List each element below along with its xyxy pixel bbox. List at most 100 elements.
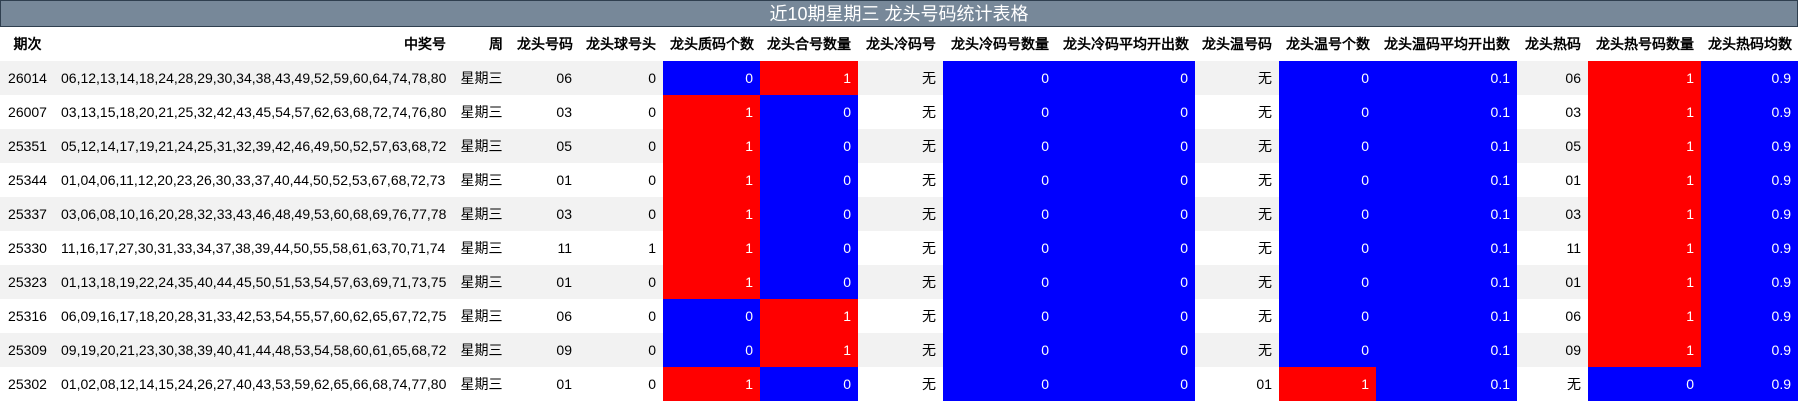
table-cell: 25330 — [0, 231, 55, 265]
table-cell: 星期三 — [453, 129, 510, 163]
column-header: 龙头温号码 — [1202, 36, 1272, 52]
table-cell: 星期三 — [453, 197, 510, 231]
table-cell: 0 — [760, 367, 858, 401]
table-cell: 0.1 — [1376, 95, 1517, 129]
table-cell: 0 — [1279, 333, 1376, 367]
table-cell: 0 — [663, 333, 760, 367]
table-row: 25351 05,12,14,17,19,21,24,25,31,32,39,42… — [0, 129, 1798, 163]
table-cell: 0.9 — [1701, 367, 1798, 401]
table-cell: 25316 — [0, 299, 55, 333]
table-cell: 01,13,18,19,22,24,35,40,44,45,50,51,53,5… — [55, 265, 453, 299]
table-cell: 06 — [510, 299, 579, 333]
table-cell: 01,02,08,12,14,15,24,26,27,40,43,53,59,6… — [55, 367, 453, 401]
table-cell: 25323 — [0, 265, 55, 299]
table-cell: 1 — [1588, 61, 1701, 95]
table-cell: 无 — [858, 95, 943, 129]
table-cell: 0 — [943, 299, 1056, 333]
stats-table: 期次 中奖号周龙头号码 龙头球号头 龙头质码个数 龙头合号数量 龙头冷码号 龙头冷码号数量龙… — [0, 27, 1798, 401]
table-row: 25316 06,09,16,17,18,20,28,31,33,42,53,54… — [0, 299, 1798, 333]
table-cell: 0 — [1056, 61, 1195, 95]
table-cell: 0 — [579, 129, 663, 163]
table-cell: 0 — [579, 163, 663, 197]
table-cell: 06 — [1517, 299, 1588, 333]
table-cell: 1 — [663, 197, 760, 231]
table-cell: 0 — [1279, 197, 1376, 231]
table-cell: 无 — [1195, 265, 1279, 299]
table-cell: 03 — [1517, 197, 1588, 231]
table-cell: 1 — [1588, 197, 1701, 231]
table-cell: 0.1 — [1376, 129, 1517, 163]
table-cell: 星期三 — [453, 367, 510, 401]
table-cell: 星期三 — [453, 231, 510, 265]
table-cell: 1 — [1588, 129, 1701, 163]
table-cell: 0.9 — [1701, 299, 1798, 333]
table-cell: 0 — [1279, 265, 1376, 299]
table-cell: 无 — [1195, 333, 1279, 367]
table-cell: 0.9 — [1701, 231, 1798, 265]
table-cell: 25302 — [0, 367, 55, 401]
table-cell: 无 — [858, 231, 943, 265]
table-cell: 无 — [858, 163, 943, 197]
column-header: 中奖号 — [404, 36, 446, 52]
table-cell: 无 — [858, 367, 943, 401]
table-cell: 0 — [943, 61, 1056, 95]
table-cell: 01 — [510, 367, 579, 401]
table-cell: 0 — [579, 61, 663, 95]
column-header: 龙头热号码数量 — [1596, 36, 1694, 52]
table-title: 近10期星期三 龙头号码统计表格 — [0, 0, 1798, 27]
table-cell: 无 — [1195, 163, 1279, 197]
column-header: 龙头冷码平均开出数 — [1063, 36, 1189, 52]
table-cell: 0 — [1056, 95, 1195, 129]
table-cell: 0 — [1056, 265, 1195, 299]
table-cell: 无 — [858, 61, 943, 95]
table-cell: 0 — [1056, 299, 1195, 333]
table-cell: 0 — [760, 95, 858, 129]
table-cell: 1 — [1279, 367, 1376, 401]
table-cell: 03 — [510, 197, 579, 231]
table-cell: 0 — [1279, 95, 1376, 129]
table-cell: 05 — [510, 129, 579, 163]
table-cell: 26007 — [0, 95, 55, 129]
table-cell: 0 — [1056, 163, 1195, 197]
table-cell: 06 — [510, 61, 579, 95]
table-cell: 1 — [663, 231, 760, 265]
table-row: 25323 01,13,18,19,22,24,35,40,44,45,50,51… — [0, 265, 1798, 299]
table-cell: 0.9 — [1701, 333, 1798, 367]
table-cell: 0.1 — [1376, 367, 1517, 401]
table-cell: 0 — [760, 231, 858, 265]
table-cell: 0 — [943, 197, 1056, 231]
table-cell: 11 — [1517, 231, 1588, 265]
table-cell: 0.9 — [1701, 95, 1798, 129]
table-body: 26014 06,12,13,14,18,24,28,29,30,34,38,43… — [0, 61, 1798, 401]
table-cell: 0 — [1056, 129, 1195, 163]
table-cell: 1 — [760, 61, 858, 95]
table-cell: 无 — [858, 129, 943, 163]
table-cell: 06,09,16,17,18,20,28,31,33,42,53,54,55,5… — [55, 299, 453, 333]
table-cell: 0 — [579, 95, 663, 129]
table-cell: 01 — [510, 163, 579, 197]
column-header: 龙头合号数量 — [767, 36, 851, 52]
table-cell: 09,19,20,21,23,30,38,39,40,41,44,48,53,5… — [55, 333, 453, 367]
table-cell: 1 — [663, 95, 760, 129]
table-cell: 1 — [1588, 333, 1701, 367]
table-cell: 06 — [1517, 61, 1588, 95]
table-cell: 03,06,08,10,16,20,28,32,33,43,46,48,49,5… — [55, 197, 453, 231]
table-cell: 1 — [1588, 95, 1701, 129]
table-cell: 0 — [1056, 231, 1195, 265]
table-cell: 0 — [760, 129, 858, 163]
table-cell: 01,04,06,11,12,20,23,26,30,33,37,40,44,5… — [55, 163, 453, 197]
table-cell: 0 — [760, 197, 858, 231]
table-cell: 星期三 — [453, 61, 510, 95]
table-cell: 0 — [943, 265, 1056, 299]
column-header: 龙头热码 — [1525, 36, 1581, 52]
table-cell: 0 — [663, 299, 760, 333]
table-cell: 01 — [1517, 265, 1588, 299]
table-cell: 0 — [663, 61, 760, 95]
table-cell: 1 — [760, 333, 858, 367]
table-cell: 无 — [858, 197, 943, 231]
table-row: 25337 03,06,08,10,16,20,28,32,33,43,46,48… — [0, 197, 1798, 231]
column-header: 龙头质码个数 — [670, 36, 754, 52]
table-cell: 无 — [1195, 129, 1279, 163]
table-cell: 03 — [510, 95, 579, 129]
